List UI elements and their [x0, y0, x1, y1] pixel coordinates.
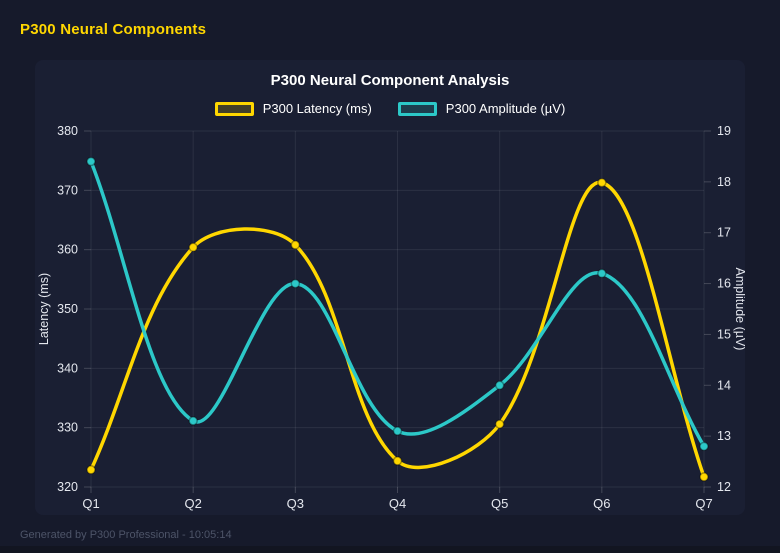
svg-text:16: 16 [717, 277, 731, 291]
svg-text:15: 15 [717, 327, 731, 341]
chart-panel: P300 Neural Component Analysis P300 Late… [35, 60, 745, 515]
series-0 [86, 177, 709, 482]
chart-legend: P300 Latency (ms) P300 Amplitude (µV) [35, 101, 745, 116]
svg-text:330: 330 [57, 421, 78, 435]
svg-text:Q6: Q6 [593, 496, 610, 511]
legend-item-amplitude[interactable]: P300 Amplitude (µV) [397, 101, 566, 116]
svg-text:340: 340 [57, 361, 78, 375]
svg-text:17: 17 [717, 226, 731, 240]
page-title: P300 Neural Components [20, 21, 207, 38]
bottom-strip [0, 546, 780, 553]
legend-label-amplitude: P300 Amplitude (µV) [445, 101, 566, 116]
legend-label-latency: P300 Latency (ms) [262, 101, 372, 116]
legend-item-latency[interactable]: P300 Latency (ms) [214, 101, 372, 116]
svg-text:350: 350 [57, 302, 78, 316]
axis-labels: 320 330 340 350 360 370 380 12 13 14 15 16 17 18 19 Q1 Q… [37, 124, 745, 511]
tick-marks [84, 130, 711, 493]
svg-text:13: 13 [717, 429, 731, 443]
legend-swatch-latency-icon [214, 101, 254, 116]
svg-text:19: 19 [717, 124, 731, 138]
svg-text:Q7: Q7 [695, 496, 712, 511]
svg-text:Q1: Q1 [82, 496, 99, 511]
svg-text:Q3: Q3 [287, 496, 304, 511]
legend-swatch-amplitude-icon [397, 101, 437, 116]
svg-text:380: 380 [57, 124, 78, 138]
svg-text:360: 360 [57, 243, 78, 257]
svg-text:Q4: Q4 [389, 496, 406, 511]
chart-title: P300 Neural Component Analysis [270, 72, 510, 89]
svg-text:Q2: Q2 [184, 496, 201, 511]
svg-text:12: 12 [717, 480, 731, 494]
svg-text:18: 18 [717, 175, 731, 189]
svg-text:320: 320 [57, 480, 78, 494]
svg-text:14: 14 [717, 378, 731, 392]
right-axis-title: Amplitude (µV) [733, 268, 745, 351]
svg-text:370: 370 [57, 183, 78, 197]
left-axis-title: Latency (ms) [37, 273, 51, 345]
footer-status-text: Generated by P300 Professional - 10:05:1… [20, 529, 232, 541]
series-1 [86, 156, 709, 452]
svg-text:Q5: Q5 [491, 496, 508, 511]
chart-canvas: 320 330 340 350 360 370 380 12 13 14 15 16 17 18 19 Q1 Q… [37, 124, 745, 511]
